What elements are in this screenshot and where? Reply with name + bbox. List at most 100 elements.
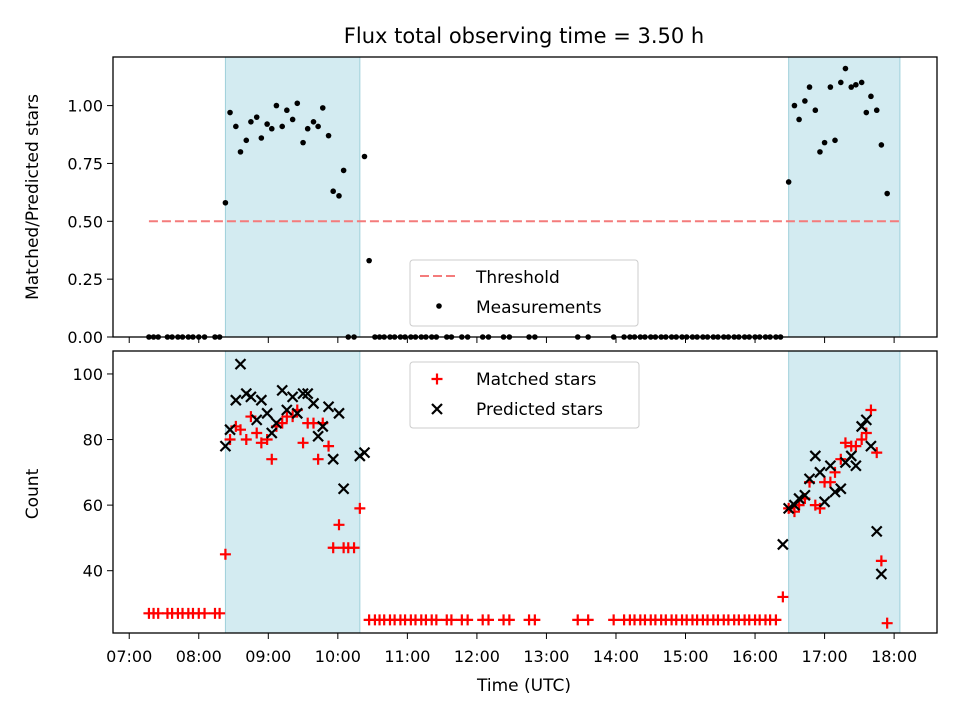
measurement-point bbox=[340, 167, 347, 174]
predicted-star-point bbox=[824, 459, 837, 472]
predicted-star-point bbox=[845, 450, 858, 462]
matched-star-point bbox=[255, 437, 267, 449]
measurement-point bbox=[832, 137, 838, 144]
measurement-point bbox=[237, 149, 244, 155]
measurement-point bbox=[294, 100, 301, 107]
predicted-star-point bbox=[809, 450, 822, 462]
predicted-star-point bbox=[860, 414, 873, 426]
matched-star-point bbox=[430, 614, 442, 626]
y-tick-label: 40 bbox=[83, 562, 103, 581]
plot-frame bbox=[112, 56, 938, 338]
measurement-point bbox=[884, 190, 890, 197]
predicted-star-point bbox=[777, 538, 789, 551]
matched-star-point bbox=[348, 542, 360, 554]
y-tick-label: 0.75 bbox=[67, 154, 103, 173]
predicted-star-point bbox=[301, 387, 314, 400]
measurement-point bbox=[817, 149, 823, 155]
predicted-star-point bbox=[799, 489, 811, 502]
legend-box bbox=[409, 259, 639, 327]
measurement-point bbox=[806, 84, 813, 90]
plot-frame bbox=[112, 350, 938, 634]
predicted-star-point bbox=[270, 417, 283, 429]
matched-star-point bbox=[829, 466, 841, 478]
measurement-point bbox=[233, 123, 239, 130]
legend-predicted-label: Predicted stars bbox=[476, 400, 603, 420]
measurement-point bbox=[325, 132, 332, 139]
predicted-star-point bbox=[782, 502, 795, 515]
matched-star-point bbox=[839, 437, 851, 449]
measurement-point bbox=[785, 179, 792, 185]
legend-threshold-label: Threshold bbox=[475, 268, 560, 288]
matched-star-point bbox=[219, 548, 231, 560]
measurement-point bbox=[222, 199, 229, 206]
measurement-point bbox=[248, 118, 254, 125]
predicted-star-point bbox=[316, 420, 329, 433]
measurement-point bbox=[315, 123, 321, 130]
predicted-star-point bbox=[814, 466, 826, 479]
predicted-star-point bbox=[250, 414, 263, 426]
legend-bottom: Matched stars Predicted stars bbox=[409, 361, 640, 429]
predicted-star-point bbox=[281, 404, 293, 416]
matched-star-point bbox=[824, 476, 836, 488]
measurement-point bbox=[796, 116, 802, 123]
matched-star-point bbox=[323, 440, 335, 452]
matched-star-point bbox=[860, 427, 872, 439]
predicted-star-point bbox=[291, 407, 304, 420]
x-tick-label: 18:00 bbox=[871, 647, 917, 666]
x-tick-label: 07:00 bbox=[106, 647, 152, 666]
measurement-point bbox=[264, 121, 270, 127]
predicted-star-point bbox=[297, 387, 309, 400]
predicted-star-point bbox=[870, 525, 883, 538]
legend-matched-label: Matched stars bbox=[476, 370, 596, 390]
measurement-point bbox=[878, 142, 885, 148]
predicted-star-point bbox=[855, 420, 868, 433]
measurement-point bbox=[868, 93, 874, 100]
predicted-star-point bbox=[234, 358, 247, 370]
measurement-point bbox=[258, 135, 265, 141]
predicted-star-point bbox=[788, 499, 801, 511]
measurement-point bbox=[310, 118, 317, 125]
measurement-point bbox=[300, 139, 306, 146]
predicted-star-point bbox=[818, 496, 831, 508]
measurement-point bbox=[304, 125, 311, 132]
measurement-point bbox=[253, 114, 260, 120]
measurement-point bbox=[366, 257, 372, 264]
legend-measurements-label: Measurements bbox=[476, 298, 602, 318]
matched-star-point bbox=[266, 453, 278, 465]
matched-star-point bbox=[850, 440, 862, 452]
predicted-star-point bbox=[286, 391, 299, 403]
measurement-point bbox=[873, 107, 880, 114]
matched-star-point bbox=[871, 447, 883, 459]
x-tick-label: 10:00 bbox=[315, 647, 361, 666]
legend-measurements-swatch bbox=[436, 303, 442, 309]
x-tick-label: 17:00 bbox=[802, 647, 848, 666]
x-tick-label: 12:00 bbox=[454, 647, 500, 666]
predicted-star-point bbox=[850, 459, 862, 472]
matched-star-point bbox=[608, 614, 620, 626]
matched-star-point bbox=[856, 434, 868, 446]
legend-box bbox=[409, 361, 640, 429]
predicted-star-point bbox=[793, 492, 805, 505]
matched-star-point bbox=[503, 614, 515, 626]
y-tick-label: 0.50 bbox=[67, 212, 103, 231]
predicted-star-point bbox=[224, 423, 236, 436]
matched-star-point bbox=[582, 614, 594, 626]
measurement-point bbox=[827, 84, 834, 90]
measurement-point bbox=[863, 109, 870, 116]
x-tick-label: 11:00 bbox=[384, 647, 430, 666]
matched-star-point bbox=[152, 607, 164, 619]
measurement-point bbox=[821, 139, 828, 146]
matched-star-point bbox=[261, 434, 273, 446]
measurement-point bbox=[853, 81, 859, 88]
legend-predicted-swatch bbox=[431, 403, 443, 415]
predicted-star-point bbox=[358, 446, 371, 459]
matched-star-point bbox=[881, 617, 893, 629]
measurement-point bbox=[791, 102, 798, 109]
predicted-star-point bbox=[265, 427, 278, 439]
matched-star-point bbox=[462, 614, 474, 626]
observing-window-band bbox=[788, 56, 901, 338]
measurement-point bbox=[842, 65, 849, 72]
matched-star-point bbox=[572, 614, 584, 626]
predicted-star-point bbox=[219, 440, 232, 452]
matched-star-point bbox=[234, 424, 246, 436]
